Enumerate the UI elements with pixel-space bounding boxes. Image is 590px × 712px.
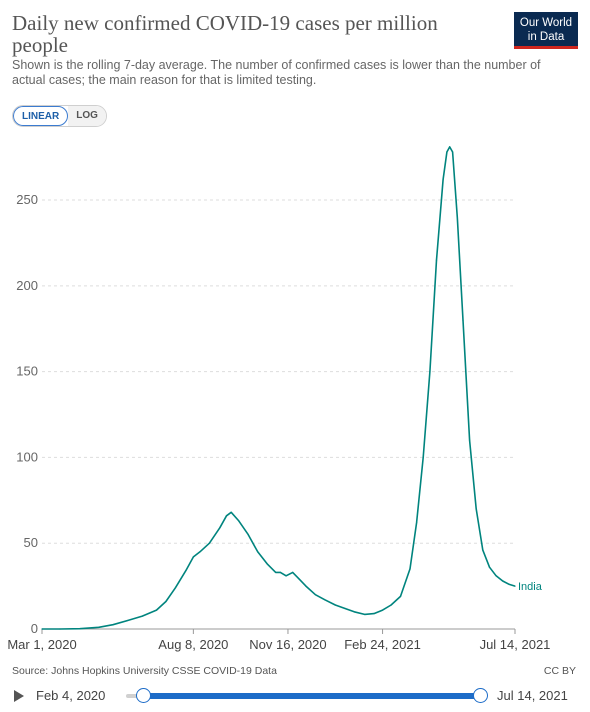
data-point [456, 216, 458, 218]
data-point [266, 563, 268, 565]
owid-logo[interactable]: Our World in Data [514, 12, 578, 49]
data-point [247, 534, 249, 536]
data-point [230, 511, 232, 513]
timeline-end-handle[interactable] [473, 688, 488, 703]
timeline-selected-range[interactable] [143, 693, 482, 699]
data-point [353, 611, 355, 613]
data-point [292, 571, 294, 573]
y-tick-label: 0 [31, 621, 38, 636]
timeline: Feb 4, 2020 Jul 14, 2021 [0, 684, 590, 708]
data-point [41, 628, 43, 630]
data-point [416, 522, 418, 524]
data-point [79, 628, 81, 630]
data-point [399, 595, 402, 597]
data-point [257, 551, 259, 553]
series-label-india: India [518, 581, 543, 593]
x-tick-label: Feb 24, 2021 [344, 637, 421, 652]
data-point [409, 568, 411, 570]
chart-title: Daily new confirmed COVID-19 cases per m… [12, 11, 438, 57]
chart-subtitle: Shown is the rolling 7-day average. The … [12, 58, 541, 87]
data-point [446, 151, 448, 153]
license-note[interactable]: CC BY [543, 665, 576, 677]
data-point [112, 624, 114, 626]
data-point [502, 580, 504, 582]
y-tick-label: 50 [24, 535, 38, 550]
data-point [495, 575, 497, 577]
data-point [199, 551, 201, 553]
data-point [298, 578, 300, 580]
logo-line-2: in Data [527, 31, 565, 43]
data-point [344, 607, 346, 610]
data-point [381, 609, 384, 611]
x-tick-label: Mar 1, 2020 [7, 637, 76, 652]
y-tick-label: 250 [16, 192, 38, 207]
y-tick-label: 200 [16, 278, 38, 293]
data-point [314, 594, 316, 596]
data-point [165, 600, 167, 603]
data-point [508, 583, 510, 585]
timeline-start-handle[interactable] [136, 688, 151, 703]
data-point [275, 571, 277, 573]
data-point [208, 542, 211, 544]
data-point [482, 549, 484, 551]
x-tick-label: Aug 8, 2020 [158, 637, 228, 652]
source-note[interactable]: Source: Johns Hopkins University CSSE CO… [12, 665, 277, 677]
data-point [285, 575, 287, 577]
line-chart: 0 50 100 150 200 250 Mar 1, 2020 Aug 8, 2020 Nov… [7, 146, 551, 652]
data-point [363, 613, 366, 616]
data-point [429, 371, 431, 373]
data-point [442, 178, 444, 181]
data-point [324, 599, 326, 601]
data-point [435, 259, 438, 261]
data-point [514, 585, 516, 587]
data-point [185, 570, 187, 572]
data-point [98, 626, 100, 628]
series-line-india [42, 146, 516, 630]
data-point [449, 146, 451, 148]
data-point [141, 615, 143, 617]
data-point [305, 585, 307, 587]
data-point [225, 515, 228, 517]
data-point [279, 571, 281, 573]
data-point [174, 587, 176, 589]
play-icon[interactable] [14, 690, 24, 702]
timeline-track[interactable] [126, 694, 144, 698]
data-point [475, 508, 477, 510]
data-point [462, 319, 464, 321]
log-scale-button[interactable]: LOG [68, 106, 106, 126]
data-point [488, 566, 491, 568]
data-point [127, 619, 129, 622]
data-point [451, 151, 454, 153]
data-point [59, 628, 61, 630]
timeline-start-label: Feb 4, 2020 [36, 688, 106, 703]
scale-toggle: LINEAR LOG [12, 105, 107, 127]
data-point [334, 604, 336, 606]
data-point [238, 520, 240, 522]
linear-scale-button[interactable]: LINEAR [13, 106, 69, 126]
x-tick-label: Nov 16, 2020 [249, 637, 326, 652]
x-tick-label: Jul 14, 2021 [480, 637, 551, 652]
data-point [219, 527, 221, 529]
data-point [390, 604, 392, 606]
data-point [192, 556, 194, 558]
y-tick-label: 100 [16, 449, 38, 464]
timeline-end-label: Jul 14, 2021 [497, 688, 568, 703]
data-point [468, 439, 471, 441]
data-point [422, 456, 424, 459]
y-tick-label: 150 [16, 364, 38, 379]
logo-line-1: Our World [519, 17, 573, 29]
data-point [373, 612, 375, 615]
data-point [155, 609, 158, 611]
